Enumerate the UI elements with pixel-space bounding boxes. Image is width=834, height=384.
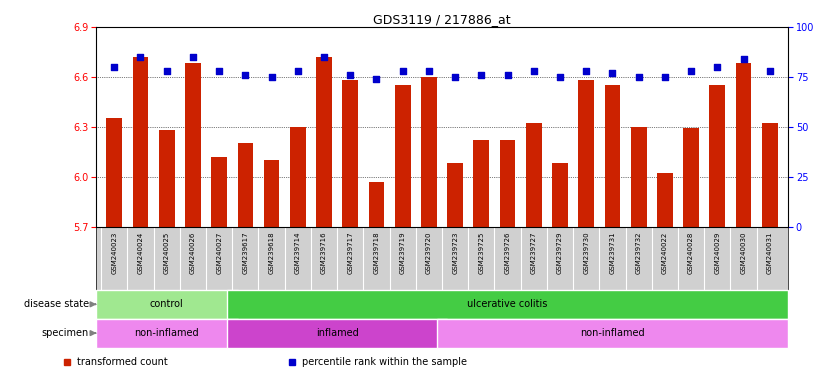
Bar: [437, 319, 788, 348]
Text: GSM239718: GSM239718: [374, 232, 379, 274]
Text: GSM240023: GSM240023: [111, 232, 118, 274]
Text: GSM239714: GSM239714: [294, 232, 301, 274]
Bar: [238, 143, 254, 227]
Text: transformed count: transformed count: [77, 357, 168, 367]
Point: [396, 68, 409, 74]
Point: [213, 68, 226, 74]
Bar: [631, 127, 646, 227]
Bar: [343, 80, 358, 227]
Text: GSM239618: GSM239618: [269, 232, 274, 274]
Bar: [657, 173, 673, 227]
Bar: [96, 319, 238, 348]
Point: [291, 68, 304, 74]
Point: [449, 74, 462, 80]
Text: GSM239731: GSM239731: [610, 232, 615, 274]
Title: GDS3119 / 217886_at: GDS3119 / 217886_at: [373, 13, 511, 26]
Point: [344, 72, 357, 78]
Point: [239, 72, 252, 78]
Point: [475, 72, 488, 78]
Text: disease state: disease state: [24, 299, 89, 310]
Bar: [683, 128, 699, 227]
Bar: [421, 77, 437, 227]
Point: [133, 54, 147, 60]
Point: [369, 76, 383, 82]
Point: [737, 56, 751, 62]
Text: GSM239725: GSM239725: [479, 232, 485, 274]
Point: [632, 74, 646, 80]
Point: [553, 74, 566, 80]
Bar: [552, 163, 568, 227]
Point: [108, 64, 121, 70]
Text: GSM239720: GSM239720: [426, 232, 432, 274]
Bar: [227, 290, 788, 319]
Point: [580, 68, 593, 74]
Bar: [736, 63, 751, 227]
Bar: [211, 157, 227, 227]
Text: GSM240029: GSM240029: [715, 232, 721, 274]
Text: GSM240024: GSM240024: [138, 232, 143, 274]
Bar: [605, 85, 620, 227]
Point: [605, 70, 619, 76]
Bar: [316, 57, 332, 227]
Point: [527, 68, 540, 74]
Text: ulcerative colitis: ulcerative colitis: [467, 299, 548, 310]
Point: [318, 54, 331, 60]
Text: specimen: specimen: [42, 328, 89, 338]
Text: GSM240028: GSM240028: [688, 232, 694, 274]
Text: percentile rank within the sample: percentile rank within the sample: [302, 357, 467, 367]
Bar: [447, 163, 463, 227]
Point: [763, 68, 776, 74]
Point: [501, 72, 515, 78]
Point: [422, 68, 435, 74]
Text: GSM239732: GSM239732: [636, 232, 641, 274]
Text: non-inflamed: non-inflamed: [134, 328, 199, 338]
Text: GSM239723: GSM239723: [452, 232, 458, 274]
Bar: [227, 319, 447, 348]
Bar: [158, 130, 174, 227]
Point: [658, 74, 671, 80]
Text: inflamed: inflamed: [316, 328, 359, 338]
Text: GSM239716: GSM239716: [321, 232, 327, 274]
Bar: [394, 85, 410, 227]
Bar: [474, 140, 490, 227]
Text: GSM239717: GSM239717: [347, 232, 354, 274]
Bar: [526, 123, 541, 227]
Text: GSM239617: GSM239617: [243, 232, 249, 274]
Bar: [578, 80, 594, 227]
Bar: [762, 123, 777, 227]
Text: GSM240026: GSM240026: [190, 232, 196, 274]
Text: control: control: [150, 299, 183, 310]
Text: GSM240025: GSM240025: [163, 232, 169, 274]
Bar: [500, 140, 515, 227]
Point: [685, 68, 698, 74]
Bar: [133, 57, 148, 227]
Text: GSM239729: GSM239729: [557, 232, 563, 274]
Bar: [107, 118, 122, 227]
Bar: [264, 160, 279, 227]
Text: GSM239727: GSM239727: [530, 232, 537, 274]
Text: GSM240030: GSM240030: [741, 232, 746, 274]
Text: GSM239719: GSM239719: [399, 232, 405, 274]
Bar: [710, 85, 726, 227]
Point: [186, 54, 199, 60]
Point: [160, 68, 173, 74]
Text: GSM239726: GSM239726: [505, 232, 510, 274]
Text: non-inflamed: non-inflamed: [580, 328, 645, 338]
Text: GSM239730: GSM239730: [583, 232, 590, 274]
Text: GSM240031: GSM240031: [766, 232, 773, 274]
Bar: [185, 63, 201, 227]
Point: [265, 74, 279, 80]
Text: GSM240027: GSM240027: [216, 232, 222, 274]
Bar: [369, 182, 384, 227]
Text: GSM240022: GSM240022: [662, 232, 668, 274]
Bar: [290, 127, 306, 227]
Bar: [96, 290, 238, 319]
Point: [711, 64, 724, 70]
